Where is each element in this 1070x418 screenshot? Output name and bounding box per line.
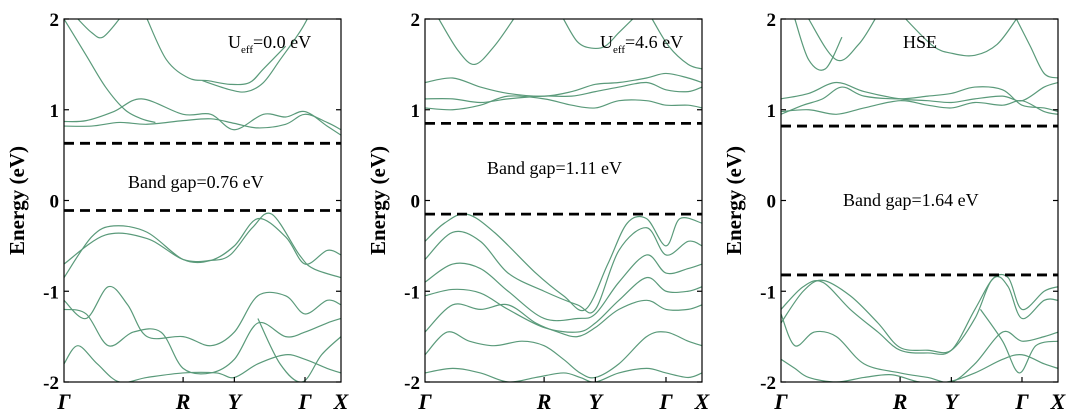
y-axis-label: Energy (eV) [366,146,390,255]
band-line-12 [979,309,1058,374]
band-line-4 [77,19,120,39]
band-line-1 [425,95,702,111]
band-line-4 [438,19,515,65]
annotation-label: Ueff=0.0 eV [228,32,311,56]
y-tick-label: 2 [50,10,60,31]
band-line-7 [1015,19,1058,79]
plot-frame [63,18,342,383]
band-line-4 [808,19,876,62]
y-tick-label: -1 [404,282,420,303]
plot-frame [424,18,703,383]
band-line-2 [64,113,341,131]
y-tick-label: -2 [404,373,420,394]
y-tick-label: -1 [43,282,59,303]
x-tick-label: Γ [56,389,71,414]
band-gap-label: Band gap=1.11 eV [487,158,622,178]
band-lines [64,19,341,382]
x-tick-label: X [694,389,711,414]
band-line-5 [562,19,634,50]
band-line-8 [781,273,1058,354]
band-line-10 [781,313,1058,382]
band-line-8 [64,218,341,278]
band-line-7 [425,213,702,312]
band-line-2 [425,81,702,104]
band-line-6 [651,19,702,70]
y-tick-label: 2 [411,10,421,31]
annotation-main: U [228,32,241,52]
band-line-3 [425,72,702,97]
annotation-subscript: eff [613,44,625,56]
annotation-main: U [600,32,613,52]
x-tick-label: Y [228,389,244,414]
band-line-1 [781,81,1058,104]
annotation-main: HSE [903,32,937,52]
x-tick-label: Y [589,389,605,414]
y-tick-label: 0 [411,192,421,213]
band-line-10 [425,277,702,333]
band-line-3 [781,86,1058,115]
band-line-10 [64,308,341,375]
x-tick-label: Γ [658,389,673,414]
y-tick-label: -2 [43,373,59,394]
band-line-5 [146,19,287,86]
x-tick-label: R [175,389,191,414]
y-tick-label: 1 [411,101,421,122]
band-line-12 [257,318,341,382]
y-tick-label: 1 [767,101,777,122]
y-tick-label: 0 [50,192,60,213]
band-lines [781,19,1058,382]
band-line-9 [64,285,341,347]
band-line-11 [781,354,1058,382]
band-line-11 [64,345,341,382]
band-line-7 [64,212,341,279]
x-tick-label: Γ [297,389,312,414]
band-gap-label: Band gap=1.64 eV [843,190,979,210]
y-tick-label: 1 [50,101,60,122]
band-line-2 [781,99,1058,115]
band-line-9 [425,254,702,322]
band-line-11 [425,299,702,338]
x-tick-label: R [892,389,908,414]
band-gap-label: Band gap=0.76 eV [128,172,264,192]
annotation-label: HSE [903,32,937,52]
band-line-5 [794,19,843,71]
x-tick-label: Γ [417,389,432,414]
x-tick-label: Y [945,389,961,414]
band-line-9 [781,275,1058,355]
x-tick-label: X [1050,389,1067,414]
x-tick-label: R [536,389,552,414]
band-line-1 [64,98,341,136]
annotation-label: Ueff=4.6 eV [600,32,683,56]
band-line-12 [425,331,702,379]
band-line-6 [202,19,308,93]
band-lines [425,19,702,382]
y-axis-label: Energy (eV) [5,146,29,255]
y-tick-label: 0 [767,192,777,213]
x-tick-label: X [333,389,350,414]
band-line-13 [425,367,702,382]
band-line-3 [64,19,156,124]
y-tick-label: -1 [760,282,776,303]
annotation-rest: =0.0 eV [253,32,311,52]
band-line-8 [425,227,702,314]
x-tick-label: Γ [773,389,788,414]
x-tick-label: Γ [1014,389,1029,414]
y-tick-label: 2 [767,10,777,31]
y-axis-label: Energy (eV) [722,146,746,255]
annotation-subscript: eff [241,44,253,56]
band-line-6 [905,19,1017,57]
y-tick-label: -2 [760,373,776,394]
annotation-rest: =4.6 eV [625,32,683,52]
